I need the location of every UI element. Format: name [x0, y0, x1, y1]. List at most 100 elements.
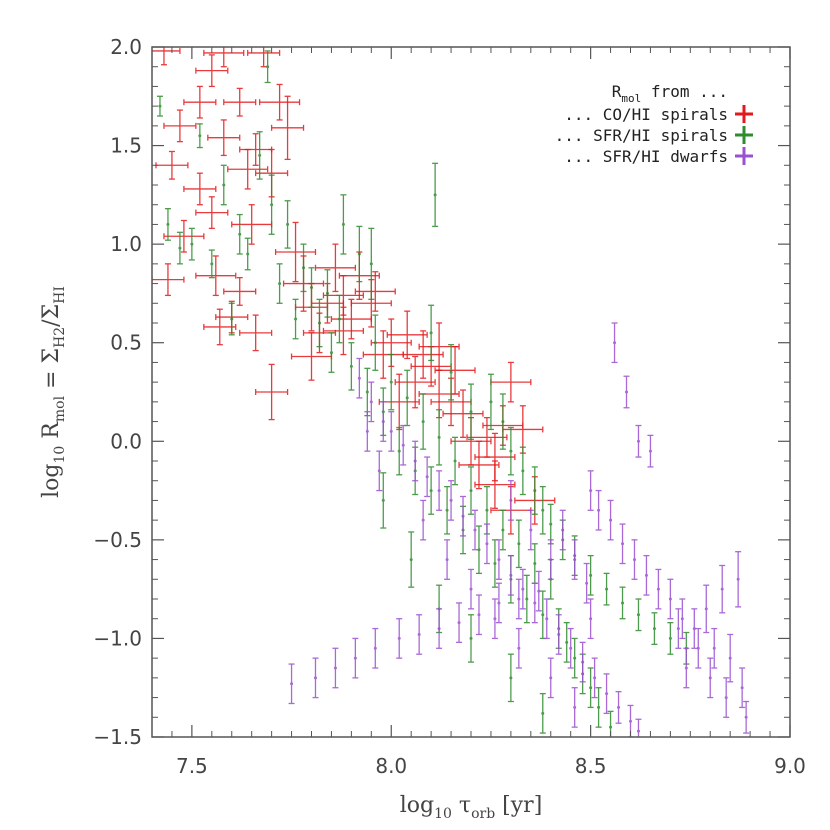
- y-tick-label: 2.0: [110, 35, 142, 59]
- data-point: [428, 466, 435, 515]
- data-point: [396, 426, 403, 476]
- data-point: [547, 657, 554, 699]
- data-point: [420, 499, 427, 541]
- data-point: [388, 353, 395, 411]
- data-point: [555, 614, 562, 655]
- data-point: [314, 243, 357, 293]
- data-point: [380, 401, 387, 442]
- data-point: [468, 568, 474, 610]
- data-point: [563, 622, 570, 663]
- data-point: [155, 150, 189, 180]
- data-point: [651, 612, 658, 645]
- data-point: [695, 627, 702, 669]
- data-point: [635, 424, 642, 458]
- data-point: [176, 231, 183, 265]
- data-point: [308, 267, 315, 308]
- data-point: [372, 627, 379, 669]
- x-axis-title: log10 τorb [yr]: [400, 793, 543, 822]
- data-point: [679, 598, 686, 640]
- data-point: [444, 539, 451, 580]
- data-point: [402, 330, 444, 379]
- data-point: [220, 164, 227, 206]
- data-point: [188, 227, 195, 261]
- data-point: [239, 314, 273, 352]
- data-point: [607, 710, 614, 737]
- y-tick-label: 0.5: [110, 331, 142, 355]
- data-point: [595, 489, 602, 531]
- data-point: [499, 393, 506, 450]
- y-tick-label: −1.5: [93, 725, 142, 749]
- data-point: [448, 480, 455, 521]
- data-point: [348, 342, 355, 391]
- data-point: [444, 485, 451, 535]
- data-point: [475, 525, 482, 575]
- legend-title: Rmol from ...: [612, 82, 728, 105]
- data-point: [487, 373, 494, 431]
- data-point: [356, 357, 363, 399]
- data-point: [559, 509, 566, 551]
- data-point: [380, 472, 387, 529]
- data-point: [739, 667, 746, 709]
- data-point: [376, 450, 383, 492]
- data-point: [207, 119, 241, 157]
- data-point: [515, 519, 522, 569]
- data-point: [428, 304, 435, 362]
- data-point: [723, 677, 730, 718]
- data-point: [591, 657, 598, 699]
- data-point: [571, 637, 578, 679]
- data-point: [583, 562, 590, 604]
- data-point: [611, 322, 618, 364]
- legend-marker: [735, 105, 753, 123]
- data-point: [519, 446, 526, 496]
- series-0: [152, 47, 556, 535]
- data-point: [322, 306, 364, 356]
- y-tick-label: −1.0: [93, 626, 142, 650]
- data-point: [719, 564, 726, 614]
- data-point: [396, 618, 403, 659]
- data-point: [259, 83, 301, 121]
- data-point: [256, 131, 263, 180]
- data-point: [468, 614, 474, 663]
- data-point: [231, 204, 273, 245]
- data-point: [468, 383, 474, 440]
- data-point: [364, 367, 371, 417]
- data-point: [458, 440, 500, 490]
- data-point: [507, 554, 514, 596]
- x-tick-label: 8.0: [375, 754, 407, 778]
- data-point: [667, 622, 674, 655]
- data-point: [352, 637, 359, 679]
- data-point: [507, 653, 514, 703]
- data-point: [603, 572, 610, 606]
- data-point: [535, 570, 542, 612]
- series-2: [288, 322, 750, 737]
- legend: Rmol from ... ... CO/HI spirals ... SFR/…: [555, 82, 753, 166]
- data-point: [152, 263, 185, 297]
- data-point: [619, 523, 626, 565]
- legend-label-sfr-hi-spirals: ... SFR/HI spirals: [555, 126, 728, 145]
- data-point: [203, 47, 245, 68]
- data-point: [340, 194, 347, 255]
- data-point: [743, 700, 750, 734]
- data-point: [507, 480, 514, 521]
- data-point: [735, 551, 742, 608]
- data-point: [163, 219, 205, 253]
- data-point: [643, 554, 650, 596]
- data-point: [531, 466, 538, 515]
- data-point: [619, 586, 626, 620]
- data-point: [412, 440, 419, 482]
- legend-label-sfr-hi-dwarfs: ... SFR/HI dwarfs: [564, 147, 728, 166]
- data-point: [362, 330, 404, 379]
- data-point: [356, 225, 363, 283]
- data-point: [491, 539, 498, 588]
- data-point: [432, 162, 439, 228]
- data-point: [284, 200, 291, 249]
- tick-labels: 7.5 8.0 8.5 9.0 2.0 1.5 1.0 0.5 0.0 −0.5 −1.0 −1.5: [93, 35, 805, 778]
- data-point: [244, 237, 251, 271]
- x-tick-label: 9.0: [774, 754, 806, 778]
- data-point: [448, 344, 455, 401]
- data-point: [655, 568, 662, 610]
- data-point: [270, 95, 305, 161]
- axis-ticks: [152, 46, 791, 738]
- data-point: [239, 133, 273, 166]
